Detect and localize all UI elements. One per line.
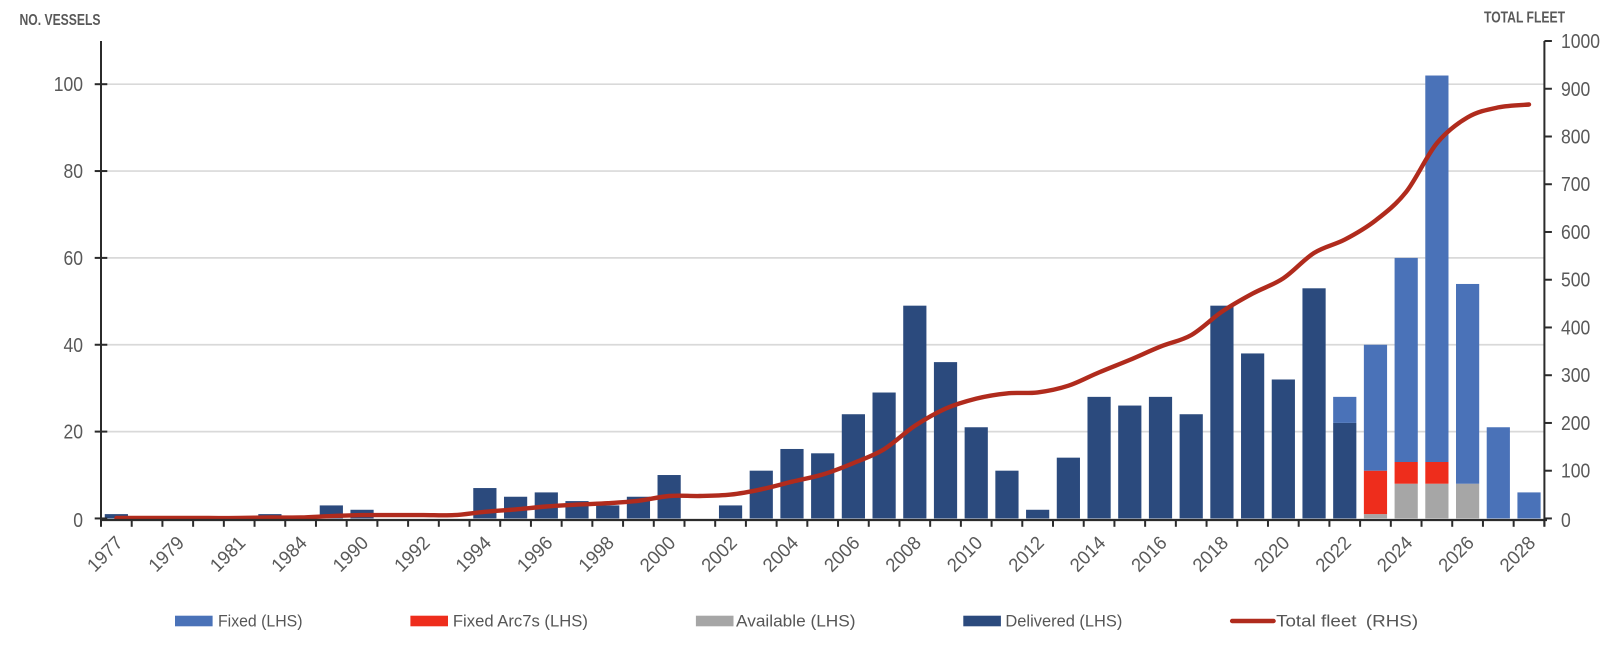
svg-text:Fixed Arc7s (LHS): Fixed Arc7s (LHS): [453, 612, 588, 631]
svg-text:600: 600: [1561, 222, 1590, 244]
svg-text:200: 200: [1561, 413, 1590, 435]
svg-text:1000: 1000: [1561, 31, 1600, 53]
svg-text:60: 60: [64, 248, 84, 270]
svg-text:500: 500: [1561, 270, 1590, 292]
svg-text:0: 0: [1561, 510, 1571, 532]
svg-text:300: 300: [1561, 365, 1590, 387]
svg-text:0: 0: [73, 510, 83, 532]
svg-text:Delivered (LHS): Delivered (LHS): [1005, 612, 1122, 631]
svg-text:Available (LHS): Available (LHS): [736, 612, 856, 631]
svg-text:800: 800: [1561, 126, 1590, 148]
svg-text:400: 400: [1561, 317, 1590, 339]
svg-text:Fixed (LHS): Fixed (LHS): [218, 612, 303, 631]
svg-text:TOTAL FLEET: TOTAL FLEET: [1484, 10, 1565, 27]
svg-text:40: 40: [64, 335, 84, 357]
svg-text:100: 100: [54, 74, 83, 96]
svg-text:100: 100: [1561, 461, 1590, 483]
svg-text:20: 20: [64, 422, 84, 444]
svg-text:700: 700: [1561, 174, 1590, 196]
svg-text:Total fleet (RHS): Total fleet (RHS): [1276, 612, 1418, 631]
svg-text:NO. VESSELS: NO. VESSELS: [20, 12, 101, 29]
svg-text:80: 80: [64, 161, 84, 183]
svg-text:900: 900: [1561, 79, 1590, 101]
